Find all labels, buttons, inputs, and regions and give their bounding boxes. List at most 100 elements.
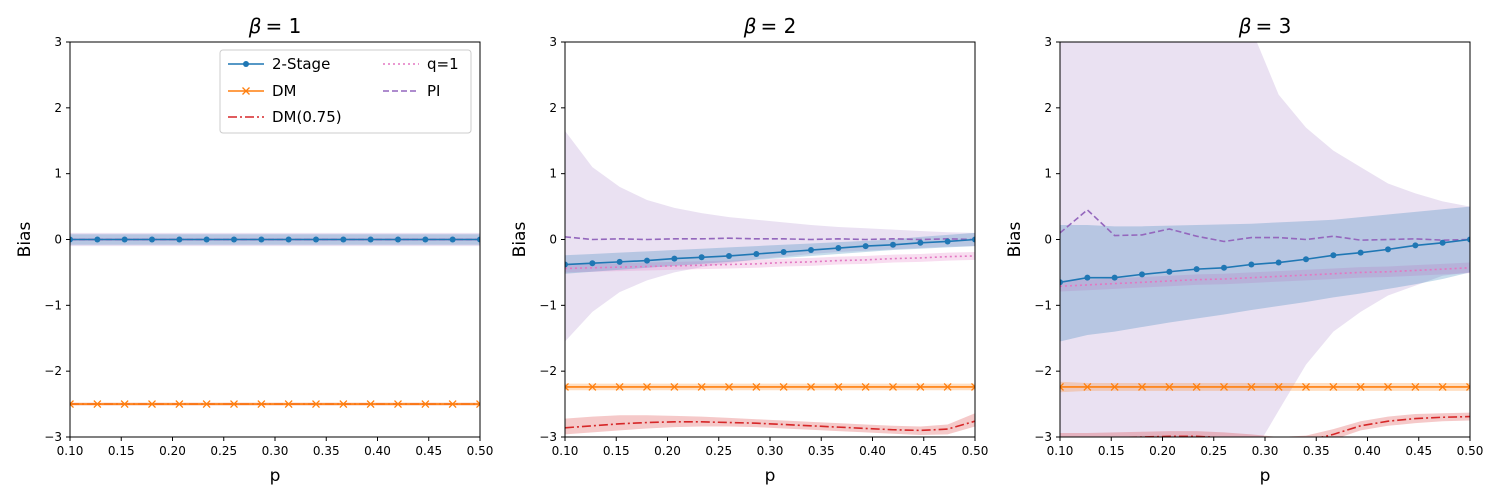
point-dm xyxy=(615,383,624,391)
point-2-stage xyxy=(395,236,401,243)
title-symbol: β xyxy=(1238,14,1252,38)
x-tick-label: 0.45 xyxy=(1405,444,1432,458)
point-2-stage xyxy=(422,236,429,243)
x-tick-label: 0.10 xyxy=(552,444,579,458)
point-2-stage xyxy=(780,249,787,256)
point-2-stage xyxy=(449,236,456,243)
point-dm xyxy=(643,383,651,391)
point-dm xyxy=(175,400,184,409)
panel-1: 0.10 0.15 0.20 0.25 0.30 0.35 0.40 0.45 0.50 −3 −2… xyxy=(15,14,493,486)
series-line-dm-0-75- xyxy=(565,420,975,432)
point-2-stage xyxy=(1412,242,1419,249)
point-dm xyxy=(448,400,457,409)
y-tick-label: 2 xyxy=(549,101,557,115)
point-2-stage xyxy=(231,236,237,243)
panel-title: β = 3 xyxy=(1238,14,1292,38)
y-tick-label: −2 xyxy=(539,364,557,378)
point-2-stage xyxy=(285,236,292,243)
point-2-stage xyxy=(176,236,183,243)
point-2-stage xyxy=(149,236,155,243)
point-2-stage xyxy=(698,254,705,261)
legend-label: DM(0.75) xyxy=(272,108,342,126)
y-tick-label: −3 xyxy=(1034,430,1052,444)
point-2-stage xyxy=(862,243,869,250)
point-2-stage xyxy=(70,236,73,243)
legend-item-pi: PI xyxy=(383,82,440,100)
point-dm xyxy=(70,400,74,409)
x-axis-label: p xyxy=(765,466,776,486)
point-dm xyxy=(120,400,129,409)
legend-label: 2-Stage xyxy=(272,55,330,73)
panel-title: β = 2 xyxy=(743,14,797,38)
point-dm xyxy=(421,400,430,409)
x-tick-label: 0.50 xyxy=(1457,444,1484,458)
legend-item-dm: DM xyxy=(228,82,297,100)
x-tick-label: 0.50 xyxy=(962,444,989,458)
legend-marker xyxy=(242,87,250,95)
y-tick-label: 2 xyxy=(1044,101,1052,115)
band-dm-0-75- xyxy=(1060,412,1470,437)
y-tick-label: 3 xyxy=(549,35,557,49)
x-tick-label: 0.25 xyxy=(210,444,237,458)
point-dm xyxy=(257,400,266,409)
x-tick-label: 0.20 xyxy=(1149,444,1176,458)
point-2-stage xyxy=(1357,249,1364,256)
series-line-2-stage xyxy=(1060,238,1470,284)
point-2-stage xyxy=(726,252,732,259)
y-tick-label: −2 xyxy=(1034,364,1052,378)
point-dm xyxy=(339,400,348,409)
point-dm xyxy=(1438,383,1447,391)
y-tick-label: 1 xyxy=(54,167,62,181)
x-tick-label: 0.25 xyxy=(1200,444,1227,458)
y-tick-label: 2 xyxy=(54,101,62,115)
point-dm xyxy=(670,383,679,391)
point-dm xyxy=(366,400,375,409)
plot-area-1 xyxy=(70,232,480,409)
x-tick-label: 0.20 xyxy=(159,444,186,458)
series-line-q-1 xyxy=(1060,267,1470,288)
point-dm xyxy=(1165,383,1174,391)
point-dm xyxy=(1138,383,1146,391)
x-tick-label: 0.35 xyxy=(313,444,340,458)
legend-box xyxy=(219,49,472,134)
y-tick-label: 1 xyxy=(549,167,557,181)
y-axis-label: Bias xyxy=(15,222,35,258)
x-tick-label: 0.35 xyxy=(808,444,835,458)
point-dm xyxy=(889,383,897,391)
point-2-stage xyxy=(616,258,623,265)
y-tick-label: −1 xyxy=(44,298,62,312)
point-2-stage xyxy=(258,236,265,243)
y-tick-label: −1 xyxy=(539,298,557,312)
legend: 2-Stage DM DM(0.75) q=1 PI xyxy=(219,49,472,134)
point-2-stage xyxy=(1221,264,1227,271)
point-dm xyxy=(1247,383,1256,391)
y-axis-label: Bias xyxy=(1005,222,1025,258)
x-tick-label: 0.35 xyxy=(1303,444,1330,458)
point-dm xyxy=(202,400,211,409)
band-pi xyxy=(1060,42,1470,437)
point-2-stage xyxy=(1275,259,1282,266)
point-dm xyxy=(1466,383,1470,391)
point-2-stage xyxy=(1111,274,1118,281)
point-dm xyxy=(834,383,843,391)
x-axis-label: p xyxy=(270,466,281,486)
band-q-1 xyxy=(565,252,975,273)
point-2-stage xyxy=(1166,268,1173,275)
point-dm xyxy=(148,400,156,409)
point-2-stage xyxy=(1385,246,1391,253)
plot-area-2 xyxy=(565,130,975,436)
point-2-stage xyxy=(1467,236,1470,243)
x-axis-label: p xyxy=(1260,466,1271,486)
point-dm xyxy=(1220,383,1228,391)
point-2-stage xyxy=(753,250,760,257)
point-dm xyxy=(725,383,733,391)
point-dm xyxy=(1274,383,1283,391)
point-dm xyxy=(93,400,102,409)
y-tick-label: 1 xyxy=(1044,167,1052,181)
point-2-stage xyxy=(565,261,568,268)
point-2-stage xyxy=(1193,266,1200,273)
point-2-stage xyxy=(1330,252,1337,259)
point-2-stage xyxy=(917,239,924,246)
y-tick-label: 3 xyxy=(54,35,62,49)
